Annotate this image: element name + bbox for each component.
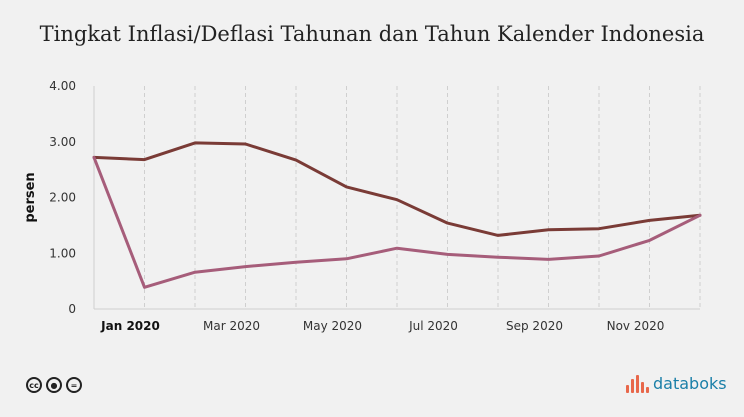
- license-icons: cc ● =: [26, 377, 82, 393]
- chart-title: Tingkat Inflasi/Deflasi Tahunan dan Tahu…: [39, 22, 705, 46]
- x-tick-label: Nov 2020: [607, 319, 665, 333]
- series-line-2: [92, 155, 702, 289]
- nd-icon: =: [66, 377, 82, 393]
- brand-logo[interactable]: databoks: [626, 374, 727, 393]
- series-line-1: [92, 141, 702, 237]
- y-axis-label: persen: [23, 172, 38, 222]
- x-tick-label: Mar 2020: [203, 319, 260, 333]
- x-tick-label: Jan 2020: [100, 319, 160, 333]
- by-icon: ●: [46, 377, 62, 393]
- x-tick-label: May 2020: [303, 319, 362, 333]
- cc-icon: cc: [26, 377, 42, 393]
- y-tick-label: 1.00: [49, 246, 76, 260]
- brand-icon: [626, 374, 649, 393]
- y-tick-label: 4.00: [49, 79, 76, 93]
- y-tick-label: 3.00: [49, 135, 76, 149]
- x-tick-label: Jul 2020: [408, 319, 458, 333]
- brand-name: databoks: [653, 374, 727, 393]
- y-tick-label: 0: [68, 302, 76, 316]
- x-tick-label: Sep 2020: [506, 319, 563, 333]
- y-tick-label: 2.00: [49, 191, 76, 205]
